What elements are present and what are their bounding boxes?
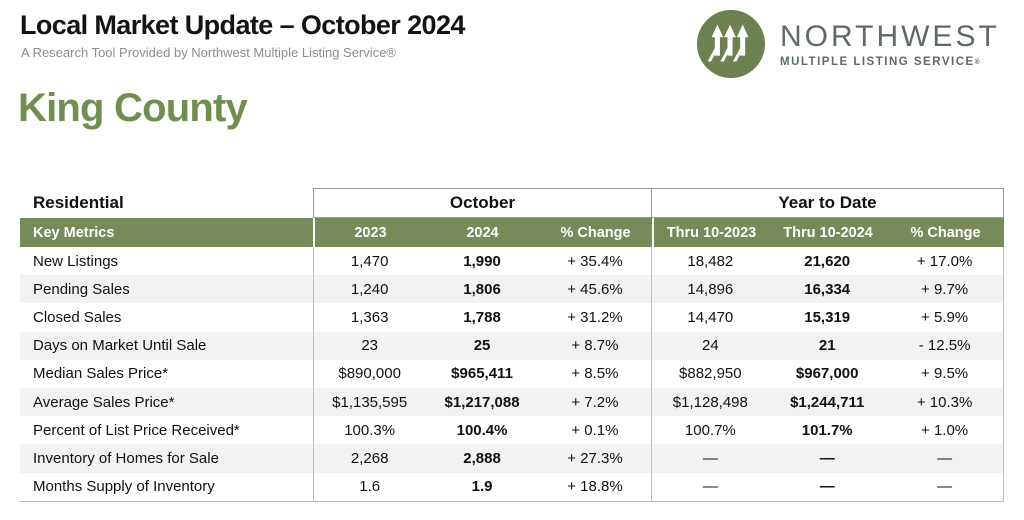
registered-mark: ® [974, 59, 980, 66]
oct-2023-value: 23 [312, 331, 426, 360]
col-header-oct-2024: 2024 [466, 224, 499, 241]
brand-tagline: MULTIPLE LISTING SERVICE® [780, 56, 980, 68]
ytd-change-value: + 9.5% [921, 365, 969, 383]
october-section-header: October [313, 188, 652, 218]
oct-2024-value: $1,217,088 [444, 393, 520, 411]
ytd-change-value: + 5.9% [921, 308, 969, 326]
table-row: Percent of List Price Received* 100.3% 1… [20, 416, 1003, 445]
oct-change-value: + 8.5% [571, 365, 619, 383]
oct-2024-value: 1,806 [463, 280, 501, 298]
ytd-2024-value: 16,334 [804, 280, 851, 298]
ytd-change-value: + 17.0% [916, 252, 973, 270]
metric-label: Inventory of Homes for Sale [33, 449, 219, 467]
col-header-ytd-change: % Change [910, 224, 981, 241]
oct-2024-value: 100.4% [456, 421, 508, 439]
ytd-2023-value: 14,470 [651, 303, 768, 332]
three-pine-trees-icon [696, 9, 766, 79]
key-metrics-table: Residential October Year to Date Key Met… [20, 188, 1004, 502]
col-header-oct-2023: 2023 [313, 218, 426, 247]
oct-change-value: + 7.2% [571, 393, 619, 411]
oct-2023-value: 2,268 [312, 444, 426, 473]
metric-label: New Listings [33, 252, 119, 270]
oct-2023-value: $890,000 [312, 359, 426, 388]
table-column-header-row: Key Metrics 2023 2024 % Change Thru 10-2… [20, 218, 1004, 247]
ytd-2024-value: $967,000 [795, 365, 859, 383]
page-title: Local Market Update – October 2024 [20, 10, 465, 40]
table-row: Inventory of Homes for Sale 2,268 2,888 … [20, 444, 1003, 473]
ytd-change-value: — [937, 449, 953, 467]
col-header-ytd-2023: Thru 10-2023 [652, 218, 769, 247]
table-row: Months Supply of Inventory 1.6 1.9 + 18.… [20, 472, 1003, 501]
oct-2024-value: 2,888 [463, 449, 501, 467]
metric-label: Closed Sales [33, 308, 122, 326]
table-section-header: Residential October Year to Date [20, 188, 1004, 218]
ytd-change-value: + 9.7% [921, 280, 969, 298]
oct-change-value: + 35.4% [567, 252, 623, 270]
oct-2023-value: 1,240 [312, 275, 426, 304]
oct-2024-value: 1,788 [463, 308, 501, 326]
oct-2023-value: 1,470 [312, 247, 426, 276]
ytd-2024-value: 15,319 [804, 308, 851, 326]
oct-2024-value: 1,990 [463, 252, 501, 270]
metric-label: Pending Sales [33, 280, 130, 298]
oct-2024-value: $965,411 [451, 365, 513, 383]
metric-label: Months Supply of Inventory [33, 478, 215, 496]
oct-change-value: + 27.3% [567, 449, 623, 467]
oct-change-value: + 45.6% [567, 280, 623, 298]
oct-2023-value: 1,363 [312, 303, 426, 332]
table-row: Days on Market Until Sale 23 25 + 8.7% 2… [20, 331, 1003, 360]
ytd-2024-value: $1,244,711 [790, 393, 865, 411]
oct-change-value: + 18.8% [567, 478, 623, 496]
ytd-2024-value: — [819, 478, 835, 496]
ytd-2023-value: 14,896 [651, 275, 768, 304]
page-subtitle: A Research Tool Provided by Northwest Mu… [21, 45, 396, 60]
ytd-2024-value: — [819, 449, 835, 467]
oct-change-value: + 8.7% [571, 337, 619, 355]
ytd-2024-value: 21,620 [804, 252, 851, 270]
ytd-2023-value: 24 [651, 331, 768, 360]
oct-2024-value: 25 [473, 337, 491, 355]
ytd-2023-value: $1,128,498 [651, 387, 768, 417]
metric-label: Percent of List Price Received* [33, 421, 240, 439]
year-to-date-section-header: Year to Date [652, 188, 1004, 218]
oct-change-value: + 31.2% [567, 308, 623, 326]
ytd-2024-value: 21 [818, 337, 836, 355]
table-row: Average Sales Price* $1,135,595 $1,217,0… [20, 387, 1003, 417]
key-metrics-header: Key Metrics [33, 224, 115, 241]
ytd-2023-value: $882,950 [651, 359, 768, 388]
metric-label: Median Sales Price* [33, 365, 169, 383]
oct-2023-value: 100.3% [312, 416, 426, 445]
brand-wordmark: NORTHWEST MULTIPLE LISTING SERVICE® [780, 20, 1000, 69]
ytd-change-value: + 10.3% [916, 393, 973, 411]
oct-2023-value: $1,135,595 [312, 387, 426, 417]
metric-label: Average Sales Price* [33, 393, 175, 411]
table-row: Pending Sales 1,240 1,806 + 45.6% 14,896… [20, 275, 1003, 304]
ytd-2023-value: — [651, 472, 768, 501]
ytd-2023-value: — [651, 444, 768, 473]
table-row: Closed Sales 1,363 1,788 + 31.2% 14,470 … [20, 303, 1003, 332]
oct-2023-value: 1.6 [312, 472, 426, 501]
ytd-2024-value: 101.7% [801, 421, 853, 439]
ytd-2023-value: 18,482 [651, 247, 768, 276]
ytd-change-value: — [937, 478, 953, 496]
brand-name: NORTHWEST [780, 20, 1000, 53]
metric-label: Days on Market Until Sale [33, 337, 207, 355]
col-header-ytd-2024: Thru 10-2024 [783, 224, 873, 241]
col-header-oct-change: % Change [560, 224, 631, 241]
table-row: New Listings 1,470 1,990 + 35.4% 18,482 … [20, 247, 1003, 276]
nwmls-logo [696, 9, 766, 79]
oct-change-value: + 0.1% [571, 421, 619, 439]
table-body: New Listings 1,470 1,990 + 35.4% 18,482 … [20, 247, 1004, 502]
residential-label: Residential [33, 193, 124, 212]
oct-2024-value: 1.9 [471, 478, 493, 496]
region-title: King County [18, 86, 248, 130]
ytd-change-value: + 1.0% [921, 421, 969, 439]
table-row: Median Sales Price* $890,000 $965,411 + … [20, 359, 1003, 388]
ytd-change-value: - 12.5% [918, 337, 971, 355]
ytd-2023-value: 100.7% [651, 416, 768, 445]
